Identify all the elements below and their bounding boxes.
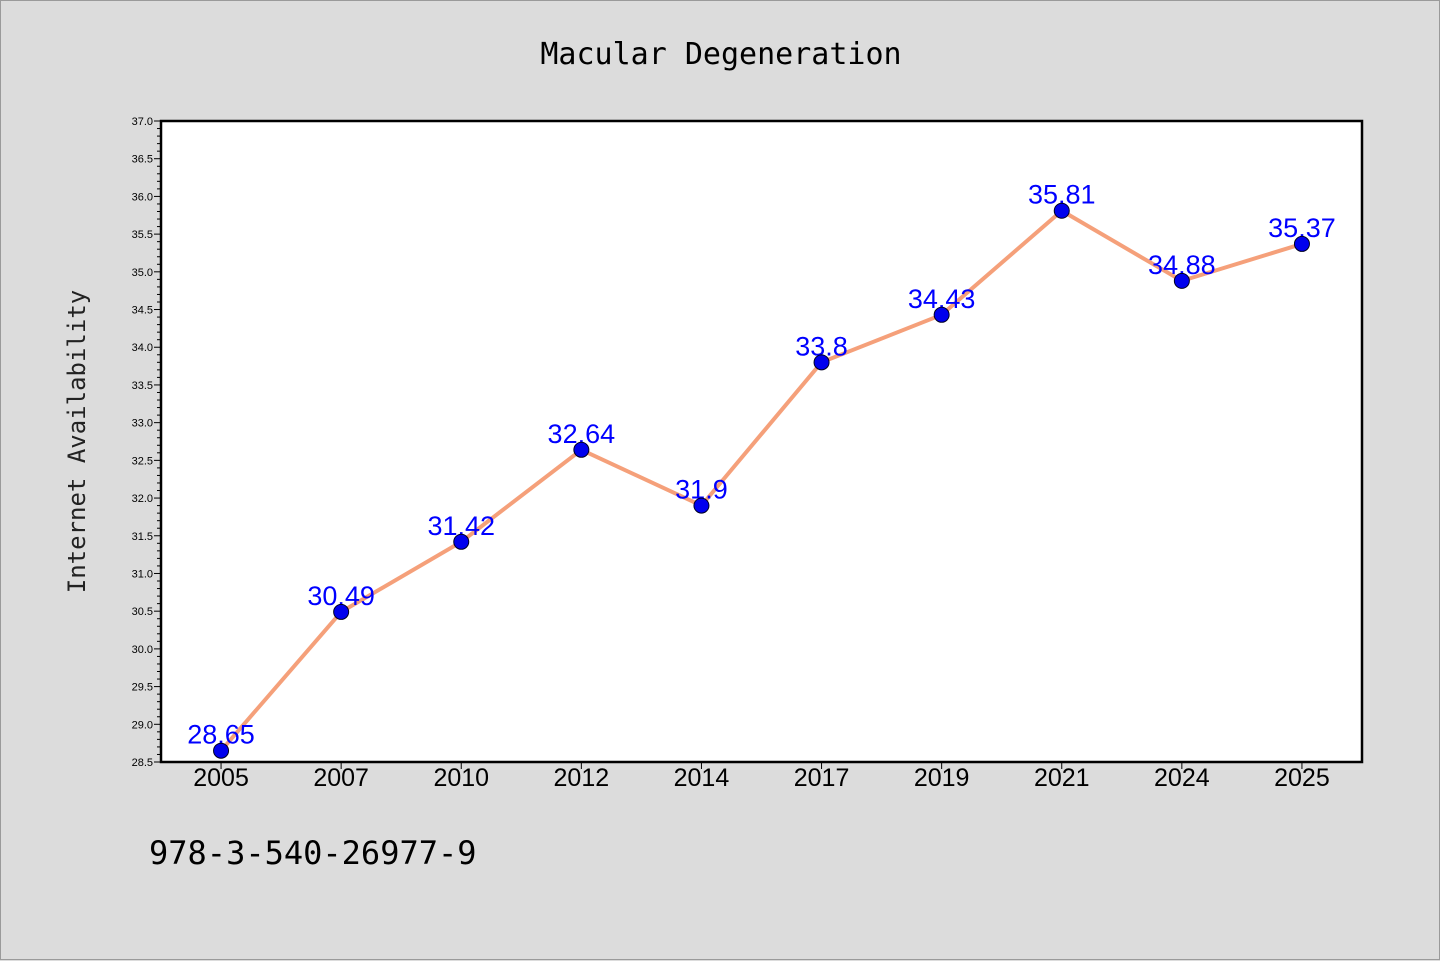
y-tick-label: 29.0 <box>132 719 153 731</box>
y-tick-label: 29.5 <box>132 682 153 694</box>
data-point <box>573 441 590 458</box>
y-tick-label: 28.5 <box>132 757 153 769</box>
y-tick-label: 32.5 <box>132 455 153 467</box>
x-tick-label: 2007 <box>313 764 369 792</box>
x-tick-label: 2010 <box>433 764 489 792</box>
x-tick-label: 2005 <box>193 764 249 792</box>
data-point <box>1293 235 1310 252</box>
data-point <box>693 497 710 514</box>
data-point <box>453 533 470 550</box>
plot-frame <box>159 119 1364 764</box>
x-tick-label: 2021 <box>1034 764 1090 792</box>
data-point <box>1053 202 1070 219</box>
x-tick-label: 2012 <box>554 764 610 792</box>
y-tick-label: 35.5 <box>132 229 153 241</box>
series-line <box>219 208 1303 752</box>
isbn-footnote: 978-3-540-26977-9 <box>149 834 477 872</box>
y-tick-label: 36.5 <box>132 154 153 166</box>
chart-title: Macular Degeneration <box>540 37 901 72</box>
x-tick-label: 2017 <box>794 764 850 792</box>
data-point <box>1173 272 1190 289</box>
y-axis-label: Internet Availability <box>63 290 91 593</box>
plot-area <box>161 121 1362 762</box>
y-tick-label: 35.0 <box>132 267 153 279</box>
x-tick-label: 2025 <box>1274 764 1330 792</box>
y-tick-label: 36.0 <box>132 191 153 203</box>
y-tick-label: 30.0 <box>132 644 153 656</box>
data-point <box>213 742 230 759</box>
x-tick-label: 2019 <box>914 764 970 792</box>
y-tick-label: 32.0 <box>132 493 153 505</box>
data-point <box>933 306 950 323</box>
y-tick-label: 31.5 <box>132 531 153 543</box>
x-tick-label: 2024 <box>1154 764 1210 792</box>
y-tick-label: 30.5 <box>132 606 153 618</box>
y-tick-label: 37.0 <box>132 116 153 128</box>
y-tick-label: 34.5 <box>132 305 153 317</box>
y-tick-label: 33.5 <box>132 380 153 392</box>
data-point <box>333 603 350 620</box>
x-tick-label: 2014 <box>674 764 730 792</box>
data-point <box>813 354 830 371</box>
y-tick-label: 33.0 <box>132 418 153 430</box>
y-tick-label: 31.0 <box>132 568 153 580</box>
y-tick-label: 34.0 <box>132 342 153 354</box>
